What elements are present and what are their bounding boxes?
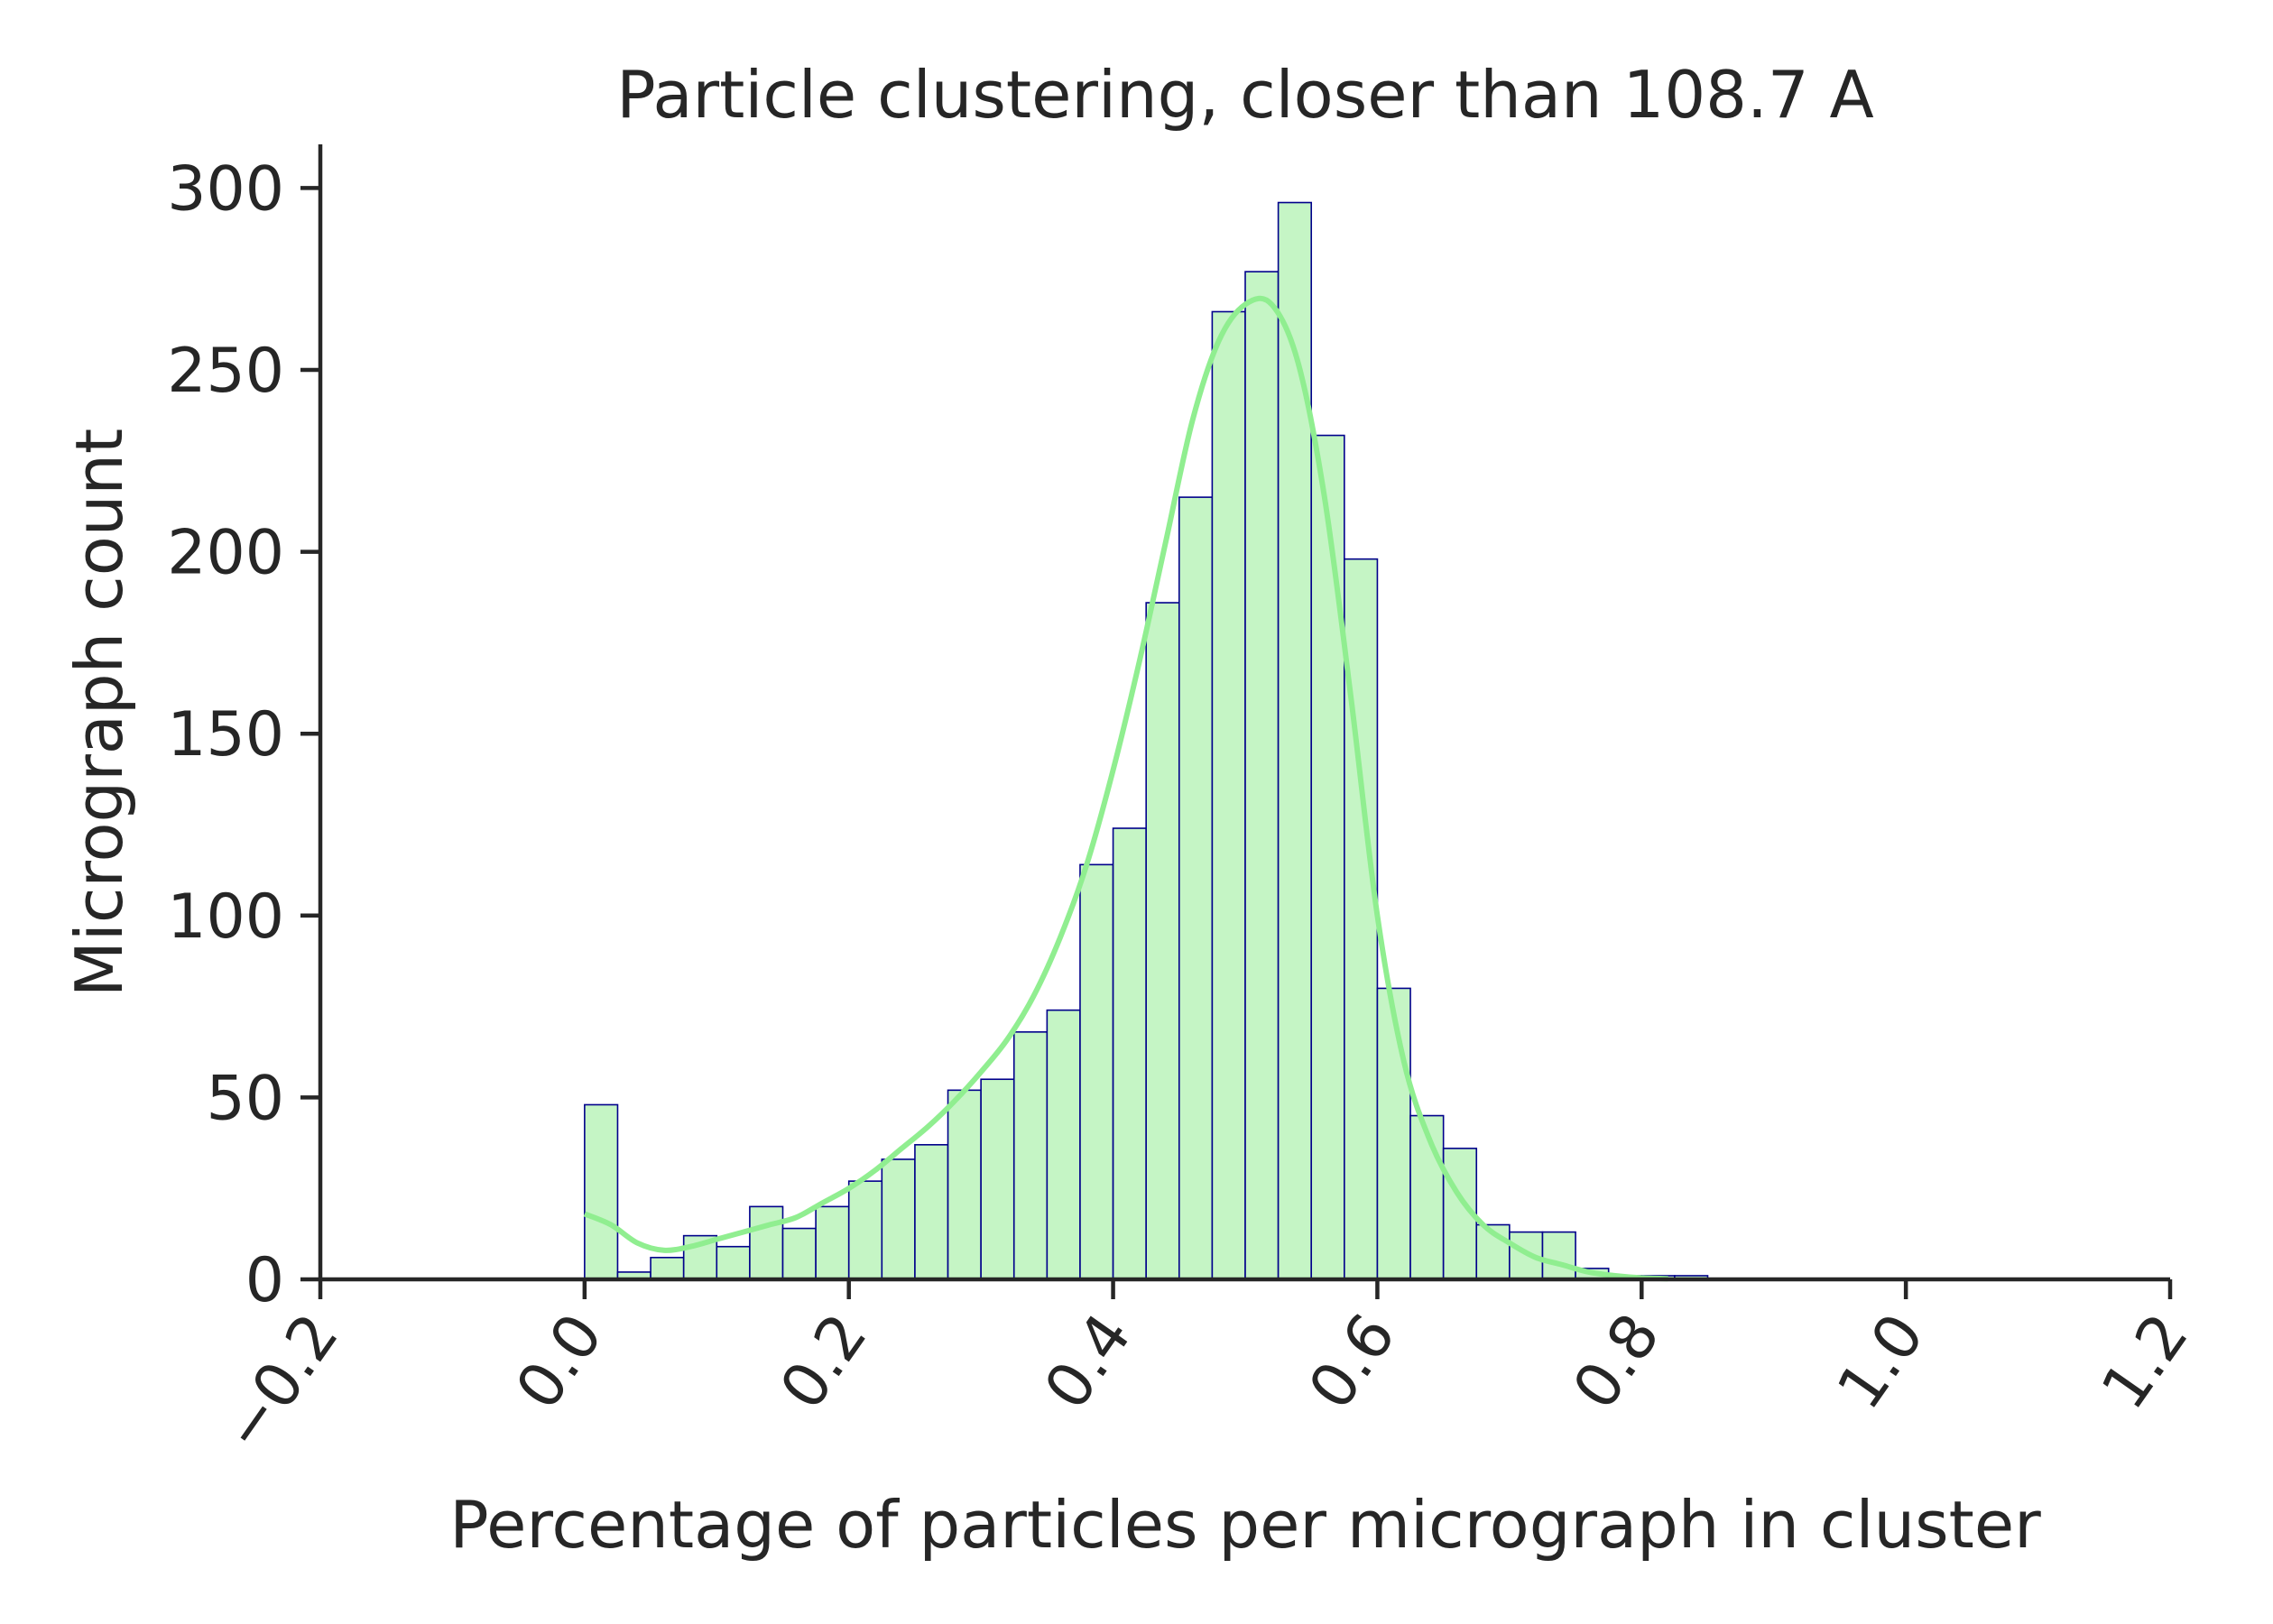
- histogram-bar: [1178, 496, 1214, 1280]
- x-tick-label: 0.4: [1031, 1301, 1146, 1422]
- x-tick-label: 0.0: [503, 1301, 617, 1422]
- chart-title: Particle clustering, closer than 108.7 A: [616, 57, 1874, 133]
- histogram-bar: [716, 1245, 751, 1280]
- axes: [318, 144, 2170, 1282]
- histogram-bar: [1079, 863, 1114, 1280]
- y-tick-label: 0: [245, 1245, 284, 1316]
- histogram-bar: [1376, 987, 1411, 1280]
- kde-curve: [583, 295, 1668, 1282]
- histogram-bar: [1310, 434, 1345, 1280]
- histogram-bar: [1541, 1231, 1576, 1280]
- histogram-bar: [749, 1205, 784, 1280]
- histogram-bar: [847, 1180, 883, 1280]
- y-axis-label: Micrograph count: [61, 429, 137, 998]
- x-axis-label: Percentage of particles per micrograph i…: [449, 1487, 2041, 1563]
- y-tick-label: 150: [167, 699, 284, 770]
- histogram-bar: [881, 1158, 916, 1280]
- y-tick-label: 250: [167, 336, 284, 407]
- histogram-bars: [584, 201, 1709, 1280]
- y-tick-label: 100: [167, 881, 284, 953]
- y-tick-label: 300: [167, 153, 284, 225]
- y-tick-label: 200: [167, 518, 284, 589]
- histogram-bar: [947, 1089, 982, 1280]
- y-tick-label: 50: [206, 1063, 284, 1134]
- histogram-bar: [914, 1144, 949, 1280]
- x-tick-label: 0.8: [1559, 1301, 1674, 1422]
- histogram-bar: [1046, 1009, 1081, 1280]
- x-axis-ticks: −0.2 0.0 0.2 0.4 0.6 0.8 1.0 1.2: [209, 1279, 2203, 1464]
- histogram-bar: [1012, 1031, 1049, 1280]
- histogram-bar: [1409, 1114, 1445, 1280]
- histogram-bar: [1277, 201, 1313, 1280]
- histogram-bar: [1112, 827, 1147, 1280]
- histogram-bar: [1211, 310, 1246, 1280]
- histogram-bar: [650, 1257, 685, 1280]
- x-tick-label: −0.2: [209, 1301, 353, 1464]
- x-tick-label: 1.2: [2088, 1301, 2203, 1422]
- x-tick-label: 0.6: [1296, 1301, 1410, 1422]
- histogram-bar: [584, 1103, 619, 1280]
- histogram-bar: [781, 1227, 817, 1280]
- histogram-bar: [1145, 602, 1180, 1280]
- histogram-bar: [1244, 271, 1280, 1280]
- x-tick-label: 1.0: [1824, 1301, 1938, 1422]
- y-axis-ticks: 0 50 100 150 200 250 300: [167, 153, 320, 1316]
- x-tick-label: 0.2: [767, 1301, 882, 1422]
- histogram-bar: [980, 1078, 1015, 1280]
- histogram-bar: [815, 1205, 850, 1280]
